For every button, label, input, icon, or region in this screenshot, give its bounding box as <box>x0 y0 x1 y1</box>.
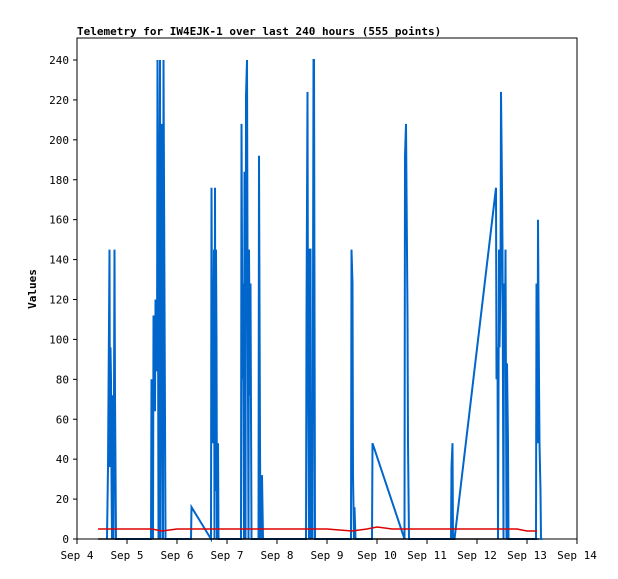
x-tick-label: Sep 14 <box>557 549 597 562</box>
y-tick-label: 60 <box>56 413 69 426</box>
x-axis: Sep 4 Sep 5 Sep 6 Sep 7 Sep 8 Sep 9 Sep 10 Sep … <box>60 539 597 562</box>
y-axis-label: Values <box>26 269 39 309</box>
x-tick-label: Sep 12 <box>457 549 497 562</box>
y-tick-label: 240 <box>49 54 69 67</box>
y-tick-label: 140 <box>49 254 69 267</box>
x-tick-label: Sep 8 <box>260 549 293 562</box>
chart-title: Telemetry for IW4EJK-1 over last 240 hou… <box>77 25 441 38</box>
x-tick-label: Sep 7 <box>210 549 243 562</box>
y-tick-label: 20 <box>56 493 69 506</box>
x-tick-label: Sep 9 <box>310 549 343 562</box>
y-axis: 0 20 40 60 80 100 120 140 160 180 200 220 240 <box>49 54 77 546</box>
y-tick-label: 80 <box>56 373 69 386</box>
y-tick-label: 0 <box>62 533 69 546</box>
y-tick-label: 180 <box>49 174 69 187</box>
y-tick-label: 120 <box>49 294 69 307</box>
x-tick-label: Sep 13 <box>507 549 547 562</box>
x-tick-label: Sep 10 <box>357 549 397 562</box>
y-tick-label: 220 <box>49 94 69 107</box>
y-tick-label: 40 <box>56 453 69 466</box>
y-tick-label: 160 <box>49 214 69 227</box>
y-tick-label: 100 <box>49 333 69 346</box>
y-tick-label: 200 <box>49 134 69 147</box>
x-tick-label: Sep 6 <box>160 549 193 562</box>
x-tick-label: Sep 5 <box>110 549 143 562</box>
x-tick-label: Sep 4 <box>60 549 93 562</box>
x-tick-label: Sep 11 <box>407 549 447 562</box>
series-layer <box>98 59 543 543</box>
series-line-2 <box>98 526 537 532</box>
